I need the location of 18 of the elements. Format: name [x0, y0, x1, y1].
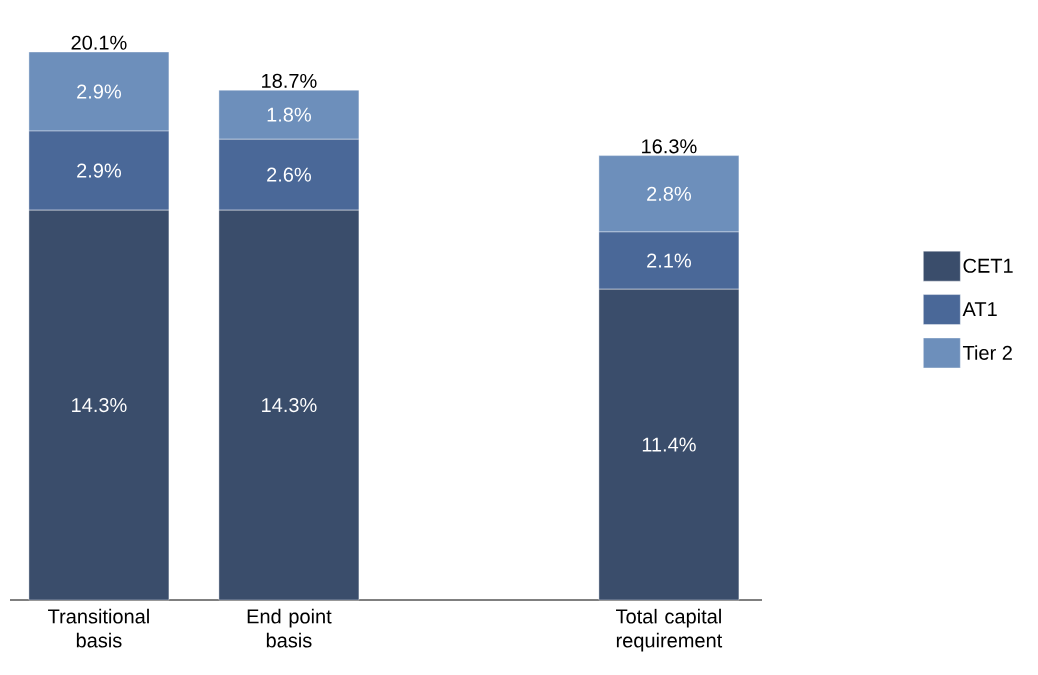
- total-label: 20.1%: [71, 35, 127, 50]
- x-tick-label: Total capital requirement: [616, 608, 723, 652]
- data-label: 2.9%: [77, 84, 121, 99]
- data-label: 2.1%: [647, 253, 691, 268]
- x-tick-label: End point basis: [247, 608, 332, 648]
- data-label: 14.3%: [72, 397, 127, 413]
- legend-label: Tier 2: [962, 345, 1012, 360]
- data-label: 1.8%: [267, 107, 311, 122]
- data-label: 11.4%: [642, 437, 696, 452]
- legend-label: CET1: [963, 258, 1013, 273]
- data-label: 2.8%: [647, 186, 691, 201]
- legend-label: AT1: [962, 302, 997, 316]
- data-label: 2.9%: [77, 163, 121, 178]
- total-label: 16.3%: [642, 139, 697, 154]
- x-tick-label: Transitional basis: [48, 608, 149, 648]
- data-label: 2.6%: [267, 167, 311, 182]
- total-label: 18.7%: [262, 73, 317, 88]
- data-label: 14.3%: [262, 397, 317, 413]
